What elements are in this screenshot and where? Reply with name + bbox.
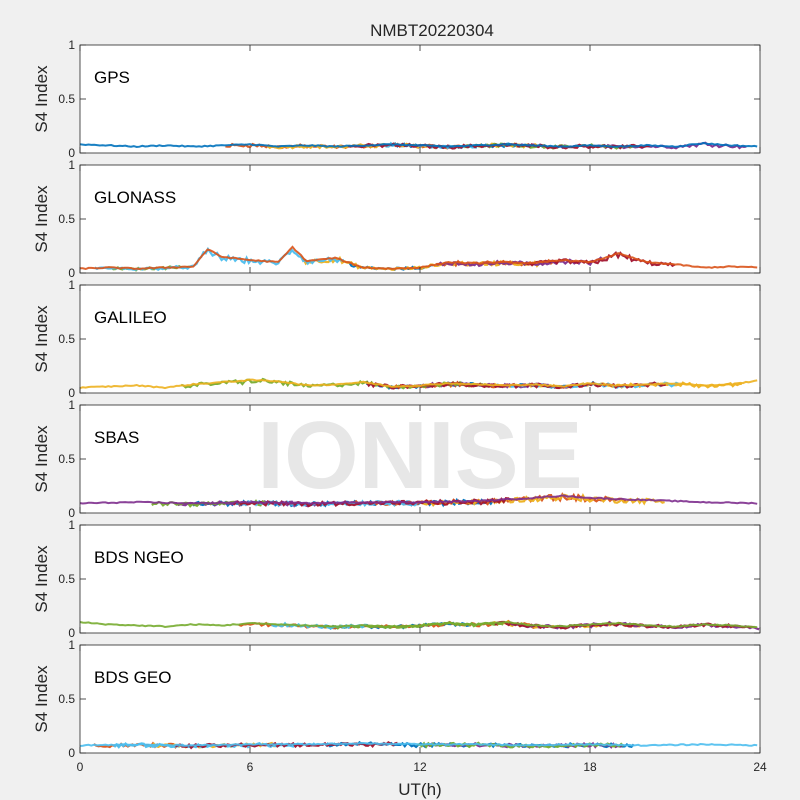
- axes-background: [80, 525, 760, 633]
- y-tick-label: 0.5: [58, 692, 75, 706]
- panel-6: 0 0.5 1 0 6 12 18 24 BDS GEO S4 Index: [32, 638, 767, 774]
- axes-background: [80, 165, 760, 273]
- y-axis-label: S4 Index: [32, 545, 51, 613]
- y-tick-label: 0.5: [58, 92, 75, 106]
- axes-background: [80, 285, 760, 393]
- panel-1: 0 0.5 1 GPS S4 Index: [32, 38, 761, 160]
- data-series-envelope: [79, 245, 758, 271]
- y-tick-label: 0: [68, 386, 75, 400]
- data-series-envelope: [79, 141, 758, 149]
- watermark: IONISE: [257, 402, 582, 509]
- y-tick-label: 1: [68, 518, 75, 532]
- x-axis-label: UT(h): [398, 780, 441, 799]
- data-series-envelope: [79, 741, 758, 747]
- figure-title: NMBT20220304: [370, 21, 494, 40]
- panel-2: 0 0.5 1 GLONASS S4 Index: [32, 158, 761, 280]
- y-tick-label: 1: [68, 38, 75, 52]
- data-series-envelope: [79, 621, 758, 629]
- y-axis-label: S4 Index: [32, 665, 51, 733]
- panel-title: SBAS: [94, 428, 139, 447]
- panels: 0 0.5 1 GPS S4 Index 0 0.5 1 GLONASS S4 Index 0 0.5…: [32, 38, 767, 774]
- y-tick-label: 1: [68, 158, 75, 172]
- panel-4: 0 0.5 1 SBAS S4 Index: [32, 398, 761, 520]
- y-axis-label: S4 Index: [32, 65, 51, 133]
- y-tick-label: 0: [68, 746, 75, 760]
- data-series-envelope: [79, 378, 758, 390]
- y-tick-label: 0.5: [58, 332, 75, 346]
- y-tick-label: 0: [68, 146, 75, 160]
- data-series-envelope: [79, 494, 758, 505]
- y-tick-label: 1: [68, 398, 75, 412]
- y-tick-label: 0: [68, 266, 75, 280]
- axes-background: [80, 45, 760, 153]
- y-tick-label: 0: [68, 626, 75, 640]
- x-tick-label: 24: [753, 760, 767, 774]
- panel-title: GPS: [94, 68, 130, 87]
- y-axis-label: S4 Index: [32, 185, 51, 253]
- y-tick-label: 0.5: [58, 572, 75, 586]
- y-tick-label: 0.5: [58, 452, 75, 466]
- panel-3: 0 0.5 1 GALILEO S4 Index: [32, 278, 761, 400]
- axes-background: [80, 405, 760, 513]
- x-tick-label: 0: [77, 760, 84, 774]
- y-tick-label: 1: [68, 638, 75, 652]
- panel-title: BDS NGEO: [94, 548, 184, 567]
- y-axis-label: S4 Index: [32, 425, 51, 493]
- y-tick-label: 1: [68, 278, 75, 292]
- x-tick-label: 18: [583, 760, 597, 774]
- panel-5: 0 0.5 1 BDS NGEO S4 Index: [32, 518, 761, 640]
- y-tick-label: 0: [68, 506, 75, 520]
- y-axis-label: S4 Index: [32, 305, 51, 373]
- y-tick-label: 0.5: [58, 212, 75, 226]
- x-tick-label: 12: [413, 760, 427, 774]
- x-tick-label: 6: [247, 760, 254, 774]
- panel-title: GALILEO: [94, 308, 167, 327]
- axes-background: [80, 645, 760, 753]
- panel-title: BDS GEO: [94, 668, 171, 687]
- panel-title: GLONASS: [94, 188, 176, 207]
